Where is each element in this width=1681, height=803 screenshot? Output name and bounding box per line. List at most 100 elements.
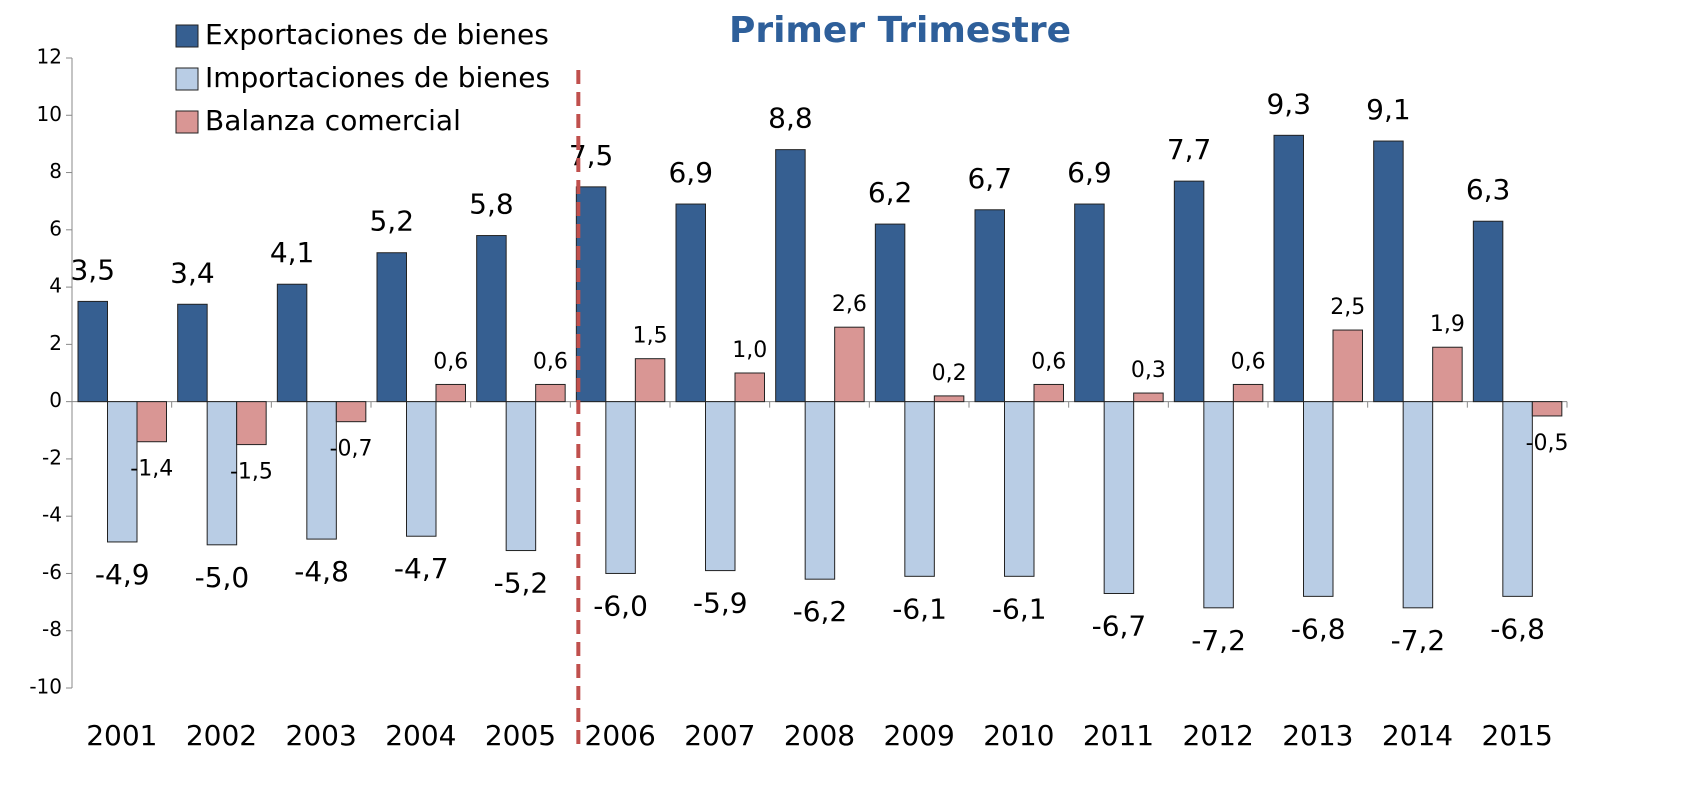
- bar: [136, 401, 167, 443]
- bar: [1373, 140, 1404, 403]
- data-label: -6,1: [892, 592, 947, 625]
- bar: [107, 401, 138, 543]
- bar: [1173, 180, 1205, 403]
- x-tick-label: 2008: [784, 719, 855, 752]
- data-label: 7,5: [569, 139, 614, 172]
- bar: [206, 401, 238, 546]
- bar: [335, 401, 367, 423]
- data-label: 4,1: [270, 236, 315, 269]
- data-label: 5,2: [369, 205, 414, 238]
- data-label: -1,4: [130, 457, 173, 482]
- bar: [1432, 346, 1463, 403]
- bar: [1531, 401, 1563, 417]
- bar: [1402, 401, 1434, 609]
- data-label: -6,8: [1291, 612, 1346, 645]
- legend-swatch: [175, 67, 199, 91]
- data-label: -5,2: [494, 567, 549, 600]
- data-label: -0,7: [330, 437, 373, 462]
- bar: [1232, 383, 1264, 403]
- legend-swatch: [175, 24, 199, 48]
- data-label: -5,0: [195, 561, 250, 594]
- bar: [1004, 401, 1035, 577]
- bar: [804, 401, 836, 580]
- x-tick-label: 2005: [485, 719, 556, 752]
- bar: [1472, 220, 1504, 403]
- bar: [675, 203, 706, 403]
- data-label: 6,9: [668, 156, 713, 189]
- y-tick-label: 2: [49, 331, 62, 355]
- x-tick-label: 2014: [1382, 719, 1453, 752]
- bar: [435, 383, 466, 403]
- bar: [1133, 392, 1164, 403]
- data-label: 9,1: [1366, 93, 1411, 126]
- bar: [834, 326, 865, 403]
- x-tick-label: 2012: [1183, 719, 1254, 752]
- data-label: 2,6: [832, 292, 867, 317]
- legend-label: Balanza comercial: [205, 104, 461, 137]
- bar: [705, 401, 736, 572]
- bar: [236, 401, 267, 446]
- bar: [1303, 401, 1334, 597]
- chart-title: Primer Trimestre: [729, 10, 1071, 51]
- y-tick-label: 8: [49, 159, 62, 183]
- bar: [1203, 401, 1234, 609]
- bar: [406, 401, 437, 537]
- data-label: 0,3: [1131, 358, 1166, 383]
- bar: [1332, 329, 1363, 403]
- bar: [276, 283, 308, 403]
- bar: [775, 149, 806, 403]
- x-tick-label: 2001: [86, 719, 157, 752]
- bar: [605, 401, 636, 574]
- y-tick-label: -6: [42, 560, 62, 584]
- bar: [306, 401, 337, 540]
- data-label: 7,7: [1167, 133, 1212, 166]
- bar: [376, 252, 407, 403]
- data-label: -7,2: [1191, 624, 1246, 657]
- bar: [1074, 203, 1105, 403]
- data-label: -6,0: [593, 589, 648, 622]
- x-tick-label: 2011: [1083, 719, 1154, 752]
- data-label: 9,3: [1266, 87, 1311, 120]
- x-tick-label: 2002: [186, 719, 257, 752]
- data-label: 8,8: [768, 102, 813, 135]
- x-tick-label: 2004: [385, 719, 456, 752]
- data-label: 6,7: [967, 162, 1012, 195]
- data-label: -5,9: [693, 587, 748, 620]
- data-label: 3,5: [70, 253, 115, 286]
- data-label: 5,8: [469, 188, 514, 221]
- y-tick-label: -8: [42, 617, 62, 641]
- x-tick-label: 2013: [1282, 719, 1353, 752]
- data-label: -6,2: [793, 595, 848, 628]
- bar: [734, 372, 765, 403]
- y-tick-label: 0: [49, 388, 62, 412]
- bar: [535, 383, 566, 403]
- data-label: 6,2: [868, 176, 913, 209]
- data-label: 3,4: [170, 256, 215, 289]
- data-label: -0,5: [1526, 431, 1569, 456]
- y-tick-label: -2: [42, 445, 62, 469]
- bar: [1502, 401, 1533, 597]
- x-tick-label: 2015: [1482, 719, 1553, 752]
- data-label: 0,6: [1031, 349, 1066, 374]
- bar: [1033, 383, 1064, 403]
- legend-swatch: [175, 110, 199, 134]
- bar: [77, 300, 108, 403]
- data-label: 0,6: [433, 349, 468, 374]
- data-label: 0,6: [1231, 349, 1266, 374]
- data-label: -4,8: [294, 555, 349, 588]
- bar: [476, 235, 507, 403]
- data-label: 0,2: [932, 361, 967, 386]
- legend-label: Importaciones de bienes: [205, 61, 550, 94]
- x-tick-label: 2007: [684, 719, 755, 752]
- data-label: 1,5: [633, 324, 668, 349]
- data-label: -4,7: [394, 552, 449, 585]
- y-tick-label: 12: [37, 45, 62, 69]
- legend-label: Exportaciones de bienes: [205, 18, 549, 51]
- data-label: -1,5: [230, 460, 273, 485]
- bar: [874, 223, 906, 403]
- y-tick-label: 10: [37, 102, 62, 126]
- x-tick-label: 2009: [884, 719, 955, 752]
- x-tick-label: 2006: [585, 719, 656, 752]
- data-label: -6,8: [1490, 612, 1545, 645]
